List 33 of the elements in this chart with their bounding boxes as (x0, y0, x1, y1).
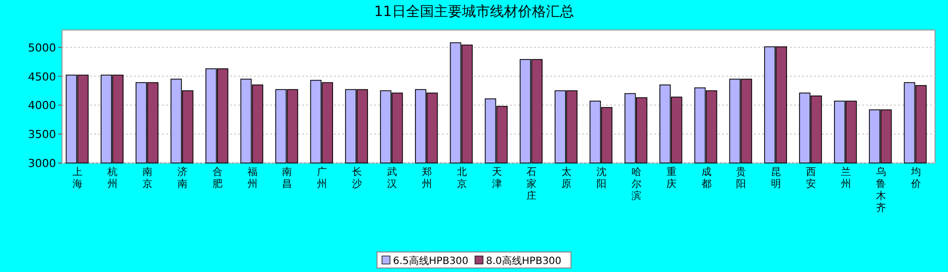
x-tick-label: 昆明 (771, 167, 782, 190)
x-tick-label: 石家庄 (526, 167, 537, 202)
x-tick-label: 长沙 (352, 166, 362, 190)
chart-title: 11日全国主要城市线材价格汇总 (374, 4, 574, 20)
x-tick-label: 杭州 (106, 166, 118, 190)
y-tick-label: 3000 (28, 157, 56, 170)
x-tick-label: 贵阳 (736, 166, 746, 190)
x-tick-label: 广州 (317, 166, 328, 190)
y-tick-label: 4500 (28, 70, 56, 84)
x-tick-label: 沈阳 (596, 166, 607, 190)
x-tick-label: 郑州 (422, 166, 432, 190)
x-tick-label: 哈尔滨 (631, 166, 642, 202)
x-tick-label: 天津 (492, 167, 502, 190)
x-tick-label: 成都 (701, 166, 712, 190)
x-tick-label: 合肥 (212, 166, 222, 190)
legend-label: 6.5高线HPB300 (393, 255, 468, 267)
x-tick-label: 上海 (72, 166, 83, 190)
x-tick-label: 南京 (142, 166, 153, 190)
x-tick-label: 武汉 (386, 166, 397, 190)
x-tick-label: 福州 (247, 166, 258, 190)
x-tick-label: 西安 (806, 167, 816, 190)
x-tick-label: 重庆 (666, 166, 676, 190)
y-tick-label: 3500 (28, 128, 56, 142)
x-tick-label: 兰州 (840, 166, 851, 190)
x-tick-label: 南昌 (282, 166, 292, 190)
x-tick-label: 济南 (177, 166, 188, 190)
x-tick-label: 均价 (910, 166, 921, 190)
y-tick-label: 5000 (28, 41, 56, 54)
y-tick-label: 4000 (28, 99, 56, 112)
x-tick-label: 乌鲁木齐 (876, 166, 886, 214)
x-tick-label: 北京 (456, 166, 467, 190)
x-tick-label: 太原 (562, 166, 572, 190)
legend-label: 8.0高线HPB300 (486, 255, 562, 267)
